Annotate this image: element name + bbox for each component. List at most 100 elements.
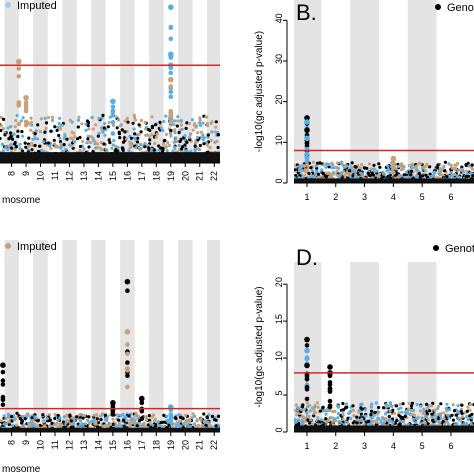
background-point — [96, 421, 100, 425]
background-point — [202, 412, 206, 416]
chromosome-stripe — [4, 0, 19, 163]
background-point — [9, 146, 13, 150]
background-point — [65, 137, 69, 141]
background-point — [193, 149, 197, 153]
background-point — [422, 407, 426, 411]
background-point — [100, 127, 104, 131]
background-point — [12, 417, 16, 421]
background-point — [104, 423, 108, 427]
x-tick-label: 20 — [180, 171, 190, 181]
background-point — [345, 402, 349, 406]
y-tick-label: 30 — [274, 54, 284, 64]
background-point — [65, 418, 69, 422]
background-point — [387, 414, 391, 419]
background-point — [57, 133, 61, 138]
background-point — [306, 418, 310, 422]
background-point — [328, 408, 332, 413]
background-point — [350, 165, 354, 170]
background-point — [183, 134, 187, 138]
peak-column-point — [168, 25, 174, 31]
background-point — [188, 138, 192, 142]
peak-point — [110, 400, 116, 406]
background-point — [187, 421, 191, 425]
background-point — [174, 136, 178, 140]
background-point — [415, 417, 419, 421]
background-point — [30, 148, 34, 152]
background-point — [18, 146, 22, 151]
background-point — [367, 419, 371, 423]
background-point — [164, 144, 168, 148]
background-point — [42, 140, 46, 144]
background-point — [336, 404, 340, 408]
legend-marker — [5, 243, 11, 249]
background-point — [9, 125, 13, 129]
background-point — [377, 417, 381, 421]
peak-column-point — [125, 373, 130, 379]
background-point — [196, 147, 200, 151]
background-point — [7, 420, 11, 424]
background-point — [437, 169, 441, 173]
chromosome-stripe — [407, 0, 437, 183]
background-point — [91, 138, 95, 142]
background-point — [369, 413, 373, 417]
background-point — [189, 424, 193, 428]
background-point — [148, 420, 152, 424]
background-point — [85, 119, 90, 123]
background-point — [166, 141, 170, 145]
background-point — [90, 419, 94, 423]
background-point — [30, 425, 34, 429]
background-point — [58, 127, 63, 131]
y-tick-label: 40 — [274, 13, 284, 23]
background-point — [96, 146, 100, 150]
background-point — [313, 405, 317, 409]
background-point — [456, 161, 460, 166]
background-point — [102, 142, 106, 146]
background-point — [56, 418, 60, 422]
background-point — [457, 418, 461, 422]
plot-area — [294, 0, 474, 183]
background-point — [351, 404, 355, 408]
background-point — [111, 123, 116, 127]
background-point — [318, 161, 322, 165]
background-point — [150, 124, 155, 128]
x-tick-label: 4 — [391, 192, 396, 202]
background-point — [193, 142, 197, 146]
background-point — [76, 118, 81, 122]
background-point — [70, 416, 74, 420]
background-point — [318, 409, 323, 413]
background-point — [64, 147, 68, 151]
x-tick-label: 9 — [21, 171, 31, 176]
background-point — [193, 144, 197, 148]
background-point — [96, 134, 100, 138]
background-point — [201, 121, 205, 125]
background-point — [453, 163, 457, 167]
background-point — [116, 145, 120, 150]
background-point — [173, 416, 177, 420]
background-point — [375, 169, 379, 173]
background-point — [144, 415, 148, 419]
background-point — [73, 135, 77, 139]
background-point — [305, 162, 309, 166]
background-point — [165, 414, 169, 418]
background-point — [370, 419, 375, 424]
peak-column-point — [391, 170, 396, 175]
background-point — [68, 118, 72, 122]
chromosome-stripe — [91, 0, 106, 163]
background-point — [196, 423, 201, 427]
background-point — [164, 132, 168, 136]
background-point — [138, 421, 142, 425]
background-point — [130, 416, 134, 420]
background-point — [58, 125, 63, 129]
x-tick-label: 2 — [333, 441, 338, 451]
panel-d: 1 2 3 4 5 6 0 5 10 15 20 -log10(gc adjusted p-value… — [254, 243, 474, 451]
x-tick-label: 1 — [304, 441, 309, 451]
background-point — [188, 132, 192, 136]
background-point — [308, 421, 312, 425]
background-point — [158, 120, 162, 124]
background-point — [81, 416, 85, 420]
peak-column-point — [125, 342, 130, 347]
peak-point — [327, 364, 333, 370]
background-point — [14, 119, 18, 123]
background-point — [459, 167, 463, 171]
background-point — [6, 412, 10, 416]
